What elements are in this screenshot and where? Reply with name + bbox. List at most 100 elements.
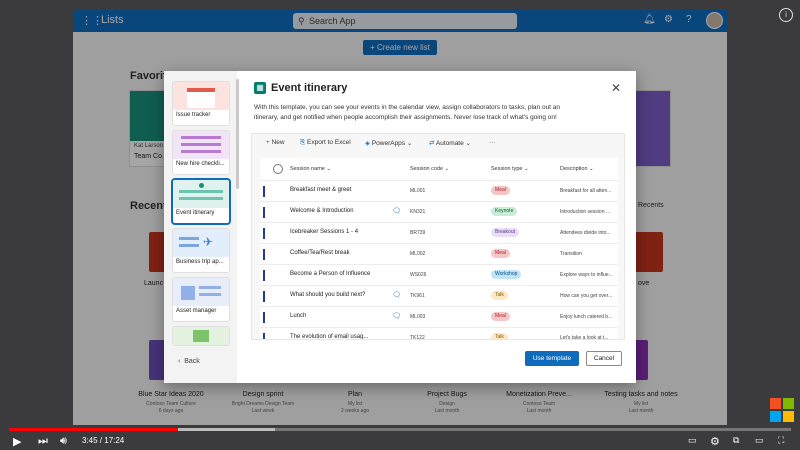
video-progress-bar[interactable] — [9, 428, 791, 431]
template-card-partial[interactable] — [172, 326, 230, 346]
info-icon[interactable]: i — [779, 8, 793, 22]
table-row[interactable]: The evolution of email usag... TK122 Talk L… — [260, 327, 618, 340]
recent-item-owner: My list — [633, 401, 649, 407]
template-list: Issue tracker New hire checkli... Event … — [164, 71, 237, 383]
template-label: Issue tracker — [176, 112, 211, 118]
miniplayer-icon[interactable]: ⧉ — [733, 435, 740, 445]
session-code-cell: TK122 — [410, 335, 425, 340]
select-all-checkbox[interactable] — [273, 164, 283, 174]
settings-icon[interactable]: ⚙ — [710, 436, 720, 448]
recent-item-name[interactable]: Design sprint — [242, 391, 284, 398]
template-card-asset-manager[interactable]: Asset manager — [172, 277, 230, 322]
recent-item-name[interactable]: Monetization Preve... — [506, 391, 572, 398]
template-card-event-itinerary[interactable]: Event itinerary — [172, 179, 230, 224]
table-row[interactable]: Lunch 🗨︎ ML003 Meal Enjoy lunch catered b... — [260, 306, 618, 328]
column-header-description[interactable]: Description ⌄ — [560, 166, 594, 172]
gear-icon[interactable]: ⚙ — [664, 14, 673, 25]
table-row[interactable]: What should you build next? 🗨︎ TK961 Talk Ho… — [260, 285, 618, 307]
template-card-issue-tracker[interactable]: Issue tracker — [172, 81, 230, 126]
next-icon[interactable]: ⏭︎ — [38, 435, 48, 447]
airplane-icon: ✈ — [203, 235, 214, 249]
table-row[interactable]: Coffee/Tea/Rest break ML002 Meal Transition — [260, 243, 618, 265]
back-button[interactable]: ‹ Back — [178, 358, 200, 365]
session-name-cell[interactable]: Coffee/Tea/Rest break — [290, 250, 350, 256]
recent-item-name[interactable]: Testing tasks and notes — [604, 391, 678, 398]
column-header-session-code[interactable]: Session code ⌄ — [410, 166, 450, 172]
session-name-cell[interactable]: Lunch — [290, 313, 307, 319]
row-indicator — [263, 312, 265, 323]
help-icon[interactable]: ? — [686, 14, 692, 25]
template-label: Event itinerary — [176, 210, 215, 216]
comment-icon[interactable]: 🗨︎ — [392, 292, 401, 299]
session-code-cell: KN321 — [410, 209, 426, 215]
play-icon[interactable]: ▶ — [13, 436, 22, 448]
table-row[interactable]: Icebreaker Sessions 1 - 4 BR739 Breakout At… — [260, 222, 618, 244]
description-cell: Breakfast for all atten... — [560, 188, 612, 194]
recent-item-time: Last month — [526, 408, 552, 414]
comment-icon[interactable]: 🗨︎ — [392, 208, 401, 215]
template-description: With this template, you can see your eve… — [254, 104, 561, 121]
played-bar — [9, 428, 178, 431]
use-template-button[interactable]: Use template — [525, 351, 579, 366]
recent-item-name[interactable]: Plan — [347, 391, 362, 398]
recents-link[interactable]: Recents — [638, 202, 664, 209]
description-cell: Explore ways to influe... — [560, 272, 613, 278]
new-button[interactable]: + New — [266, 139, 285, 146]
avatar[interactable] — [706, 12, 723, 29]
bell-icon[interactable]: 🔔︎ — [643, 14, 656, 25]
recent-tile[interactable] — [633, 232, 663, 272]
automate-button[interactable]: ⇄ Automate ⌄ — [429, 140, 471, 147]
captions-icon[interactable]: ▭ — [688, 435, 697, 445]
business-trip-thumbnail: ✈ — [173, 229, 229, 257]
table-row[interactable]: Become a Person of Influence WS026 Worksho… — [260, 264, 618, 286]
recent-item-owner: Bright Dreams Design Team — [231, 401, 295, 407]
excel-icon: ⎘ — [300, 139, 306, 146]
table-row[interactable]: Welcome & Introduction 🗨︎ KN321 Keynote Intr… — [260, 201, 618, 223]
description-cell: Let's take a look at t... — [560, 335, 609, 340]
session-name-cell[interactable]: Welcome & Introduction — [290, 208, 354, 214]
session-name-cell[interactable]: Become a Person of Influence — [290, 271, 371, 277]
column-label: Session name — [290, 166, 325, 172]
automate-label: Automate — [435, 140, 464, 147]
fullscreen-icon[interactable]: ⛶ — [778, 435, 785, 445]
powerapps-icon: ◈ — [365, 140, 370, 147]
back-label: Back — [184, 358, 200, 365]
search-input[interactable]: ⚲ Search App — [293, 13, 517, 29]
cancel-button[interactable]: Cancel — [586, 351, 622, 366]
more-button[interactable]: ··· — [489, 139, 496, 146]
template-thumbnail — [173, 327, 229, 345]
template-label: Business trip ap... — [176, 259, 224, 265]
table-row[interactable]: Breakfast meet & greet ML001 Meal Breakfast… — [260, 180, 618, 202]
app-title: Lists — [101, 14, 124, 26]
session-name-cell[interactable]: What should you build next? — [290, 292, 366, 298]
app-top-bar: ⋮⋮ Lists ⚲ Search App 🔔︎ ⚙ ? — [73, 10, 727, 32]
close-icon[interactable]: ✕ — [611, 81, 622, 95]
recent-item-name[interactable]: Project Bugs — [427, 391, 467, 398]
recent-item-owner: Contoso Team — [522, 401, 556, 407]
column-header-session-name[interactable]: Session name ⌄ — [290, 166, 331, 172]
powerapps-button[interactable]: ◈ PowerApps ⌄ — [365, 140, 413, 147]
volume-icon[interactable]: 🔊︎ — [60, 435, 67, 447]
session-code-cell: WS026 — [410, 272, 427, 278]
column-header-session-type[interactable]: Session type ⌄ — [491, 166, 529, 172]
session-type-badge: Talk — [491, 333, 508, 339]
recent-item-owner: Contoso Team Culture — [146, 401, 196, 407]
theater-icon[interactable]: ▭ — [755, 435, 764, 445]
template-list-scrollbar[interactable] — [236, 79, 239, 189]
calendar-icon: ▦ — [254, 82, 266, 94]
description-cell: Transition — [560, 251, 582, 257]
template-card-business-trip[interactable]: ✈ Business trip ap... — [172, 228, 230, 273]
session-code-cell: ML003 — [410, 314, 426, 320]
template-card-new-hire[interactable]: New hire checkli... — [172, 130, 230, 175]
recent-item-name[interactable]: Blue Star Ideas 2020 — [138, 391, 204, 398]
export-excel-button[interactable]: ⎘ Export to Excel — [300, 139, 351, 147]
session-name-cell[interactable]: The evolution of email usag... — [290, 334, 369, 340]
session-name-cell[interactable]: Breakfast meet & greet — [290, 187, 352, 193]
event-itinerary-thumbnail — [173, 180, 229, 208]
session-name-cell[interactable]: Icebreaker Sessions 1 - 4 — [290, 229, 359, 235]
recent-item-time: Last week — [251, 408, 275, 414]
template-preview-pane: ▦ Event itinerary ✕ With this template, … — [239, 71, 636, 383]
comment-icon[interactable]: 🗨︎ — [392, 313, 401, 320]
create-new-list-button[interactable]: + Create new list — [363, 40, 437, 55]
